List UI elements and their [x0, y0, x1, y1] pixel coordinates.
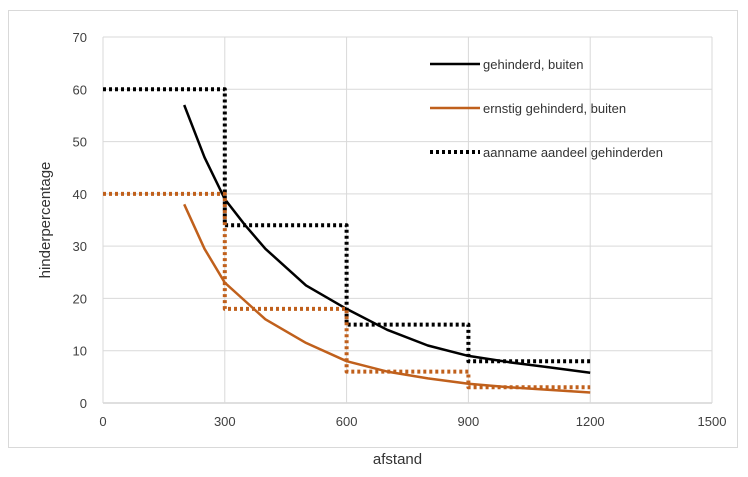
x-axis-title: afstand: [373, 451, 422, 468]
grid-lines: [102, 36, 713, 404]
y-axis-title: hinderpercentage: [37, 162, 54, 279]
y-tick-label: 60: [73, 82, 87, 97]
y-tick-labels: 0 10 20 30 40 50 60 70: [73, 30, 87, 411]
x-tick-label: 1200: [576, 414, 605, 429]
x-tick-label: 300: [214, 414, 236, 429]
y-tick-label: 10: [73, 344, 87, 359]
y-tick-label: 20: [73, 291, 87, 306]
series-line-3: [103, 87, 591, 364]
y-tick-label: 40: [73, 187, 87, 202]
y-tick-label: 0: [80, 396, 87, 411]
y-tick-label: 30: [73, 239, 87, 254]
series-lines: [103, 87, 591, 394]
x-tick-label: 1500: [698, 414, 727, 429]
legend-label: ernstig gehinderd, buiten: [483, 101, 626, 116]
chart-frame: [8, 10, 738, 448]
x-tick-labels: 0 300 600 900 1200 1500: [99, 414, 726, 429]
legend-label: aanname aandeel gehinderden: [483, 145, 663, 160]
x-tick-label: 600: [336, 414, 358, 429]
series-line-4: [103, 191, 591, 390]
x-tick-label: 0: [99, 414, 106, 429]
x-tick-label: 900: [458, 414, 480, 429]
legend-label: gehinderd, buiten: [483, 57, 583, 72]
y-tick-label: 50: [73, 135, 87, 150]
legend: gehinderd, buiten ernstig gehinderd, buit…: [430, 57, 663, 160]
y-tick-label: 70: [73, 30, 87, 45]
